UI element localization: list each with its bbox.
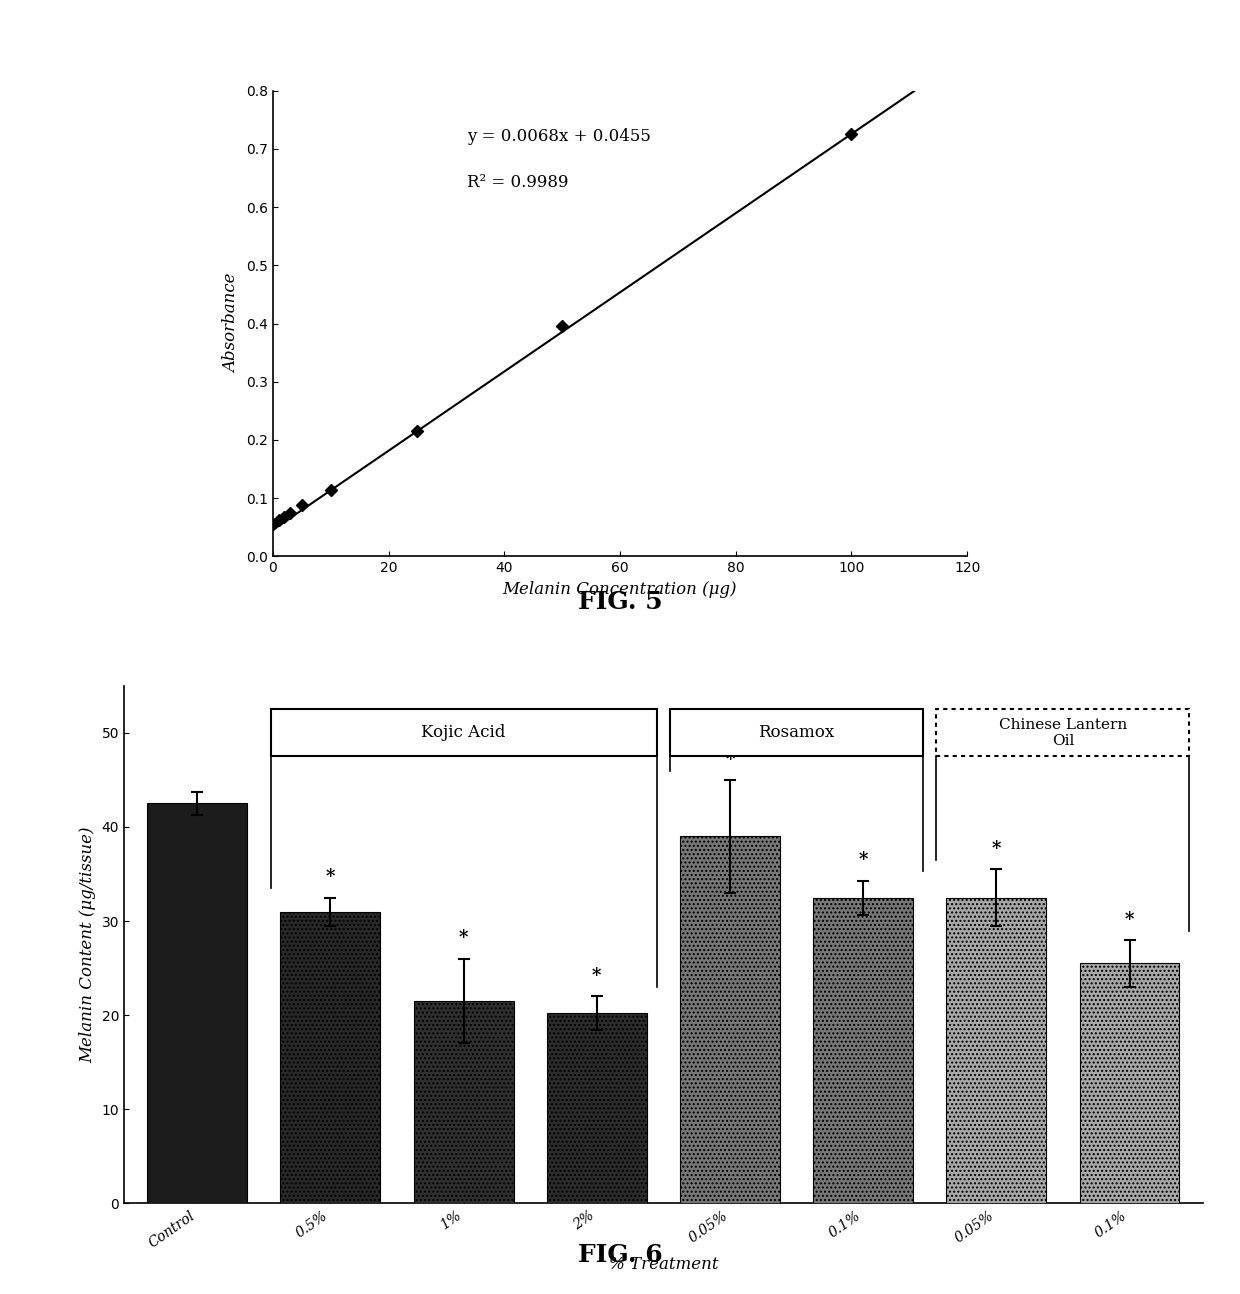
- FancyBboxPatch shape: [936, 709, 1189, 757]
- Text: *: *: [992, 840, 1001, 858]
- Bar: [1080, 964, 1179, 1203]
- Y-axis label: Absorbance: Absorbance: [223, 274, 241, 373]
- Bar: [148, 804, 247, 1203]
- Text: y = 0.0068x + 0.0455: y = 0.0068x + 0.0455: [467, 128, 651, 145]
- Text: *: *: [725, 751, 734, 769]
- Text: Chinese Lantern
Oil: Chinese Lantern Oil: [999, 718, 1127, 748]
- Text: *: *: [858, 851, 868, 870]
- Text: *: *: [326, 868, 335, 886]
- Y-axis label: Melanin Content (μg/tissue): Melanin Content (μg/tissue): [79, 827, 95, 1062]
- Bar: [946, 898, 1047, 1203]
- Text: Rosamox: Rosamox: [759, 725, 835, 741]
- Bar: [813, 898, 913, 1203]
- FancyBboxPatch shape: [670, 709, 923, 757]
- Text: FIG. 5: FIG. 5: [578, 590, 662, 613]
- FancyBboxPatch shape: [270, 709, 657, 757]
- X-axis label: Melanin Concentration (μg): Melanin Concentration (μg): [502, 581, 738, 598]
- Bar: [547, 1013, 647, 1203]
- Text: R² = 0.9989: R² = 0.9989: [467, 175, 569, 192]
- Text: *: *: [593, 967, 601, 985]
- X-axis label: % Treatment: % Treatment: [609, 1255, 718, 1273]
- Text: *: *: [459, 929, 469, 947]
- Text: Kojic Acid: Kojic Acid: [422, 725, 506, 741]
- Bar: [280, 912, 381, 1203]
- Bar: [680, 836, 780, 1203]
- Bar: [414, 1002, 513, 1203]
- Text: *: *: [1125, 911, 1135, 929]
- Text: FIG. 6: FIG. 6: [578, 1244, 662, 1267]
